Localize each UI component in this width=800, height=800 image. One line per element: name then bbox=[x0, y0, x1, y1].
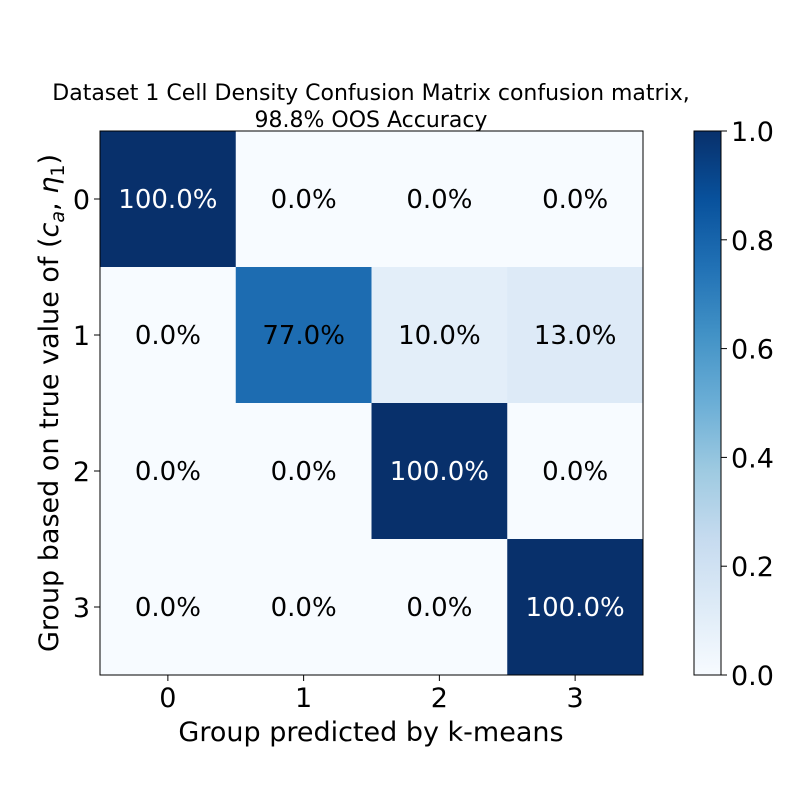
heatmap-cell-labels: 100.0% 0.0% 0.0% 0.0% 0.0% 77.0% 10.0% 13.0% 0.0… bbox=[118, 185, 624, 623]
heatmap-cells bbox=[100, 131, 644, 676]
x-tick-label-0: 0 bbox=[159, 683, 176, 714]
heatmap-cell-r2-c2 bbox=[371, 403, 508, 540]
x-tick-label-1: 1 bbox=[295, 683, 312, 714]
heatmap-cell-r3-c0 bbox=[100, 539, 237, 676]
y-tick-label-1: 1 bbox=[73, 321, 90, 352]
cell-value-label-r0-c0: 100.0% bbox=[118, 185, 217, 215]
heatmap-cell-r2-c3 bbox=[507, 403, 644, 540]
cell-value-label-r0-c3: 0.0% bbox=[542, 185, 608, 215]
y-axis-label-eta-sub: 1 bbox=[47, 165, 69, 177]
cell-value-label-r1-c1: 77.0% bbox=[262, 321, 345, 351]
heatmap-cell-r1-c3 bbox=[507, 267, 644, 404]
heatmap-cell-r0-c3 bbox=[507, 131, 644, 268]
chart-title-line1: Dataset 1 Cell Density Confusion Matrix … bbox=[52, 81, 689, 106]
heatmap-cell-r2-c0 bbox=[100, 403, 237, 540]
cell-value-label-r2-c1: 0.0% bbox=[271, 457, 337, 487]
y-axis-label-c-sub: a bbox=[47, 211, 69, 223]
heatmap-cell-r0-c0 bbox=[100, 131, 237, 268]
cell-value-label-r1-c2: 10.0% bbox=[398, 321, 481, 351]
cell-value-label-r2-c3: 0.0% bbox=[542, 457, 608, 487]
y-tick-label-0: 0 bbox=[73, 185, 90, 216]
chart-title-line2: 98.8% OOS Accuracy bbox=[255, 108, 488, 133]
colorbar-tick-label-0: 0.0 bbox=[731, 661, 774, 692]
cell-value-label-r1-c3: 13.0% bbox=[534, 321, 617, 351]
heatmap-cell-r1-c0 bbox=[100, 267, 237, 404]
heatmap-cell-r0-c1 bbox=[235, 131, 372, 268]
heatmap-cell-r2-c1 bbox=[235, 403, 372, 540]
x-tick-label-2: 2 bbox=[431, 683, 448, 714]
x-tick-label-3: 3 bbox=[567, 683, 584, 714]
cell-value-label-r0-c1: 0.0% bbox=[271, 185, 337, 215]
cell-value-label-r0-c2: 0.0% bbox=[406, 185, 472, 215]
cell-value-label-r3-c2: 0.0% bbox=[406, 593, 472, 623]
cell-value-label-r2-c0: 0.0% bbox=[135, 457, 201, 487]
colorbar-tick-label-2: 0.4 bbox=[731, 443, 774, 474]
heatmap-cell-r3-c1 bbox=[235, 539, 372, 676]
heatmap-cell-r0-c2 bbox=[371, 131, 508, 268]
colorbar-tick-label-5: 1.0 bbox=[731, 117, 774, 148]
y-axis-label-suffix: ) bbox=[34, 154, 65, 165]
x-axis-ticks: 0 1 2 3 bbox=[159, 675, 584, 714]
colorbar bbox=[693, 130, 722, 676]
heatmap-cell-r1-c1 bbox=[235, 267, 372, 404]
heatmap-cell-r3-c2 bbox=[371, 539, 508, 676]
colorbar-tick-label-1: 0.2 bbox=[731, 552, 774, 583]
y-axis-label: Group based on true value of (ca, η1) bbox=[34, 154, 69, 652]
cell-value-label-r3-c0: 0.0% bbox=[135, 593, 201, 623]
y-axis-label-sep: , bbox=[34, 194, 65, 211]
colorbar-tick-label-3: 0.6 bbox=[731, 335, 774, 366]
plot-frame bbox=[99, 130, 644, 676]
y-axis-ticks: 0 1 2 3 bbox=[73, 185, 100, 624]
cell-value-label-r3-c1: 0.0% bbox=[271, 593, 337, 623]
colorbar-ticks: 0.0 0.2 0.4 0.6 0.8 1.0 bbox=[721, 117, 774, 692]
y-tick-label-2: 2 bbox=[73, 457, 90, 488]
cell-value-label-r1-c0: 0.0% bbox=[135, 321, 201, 351]
x-axis-label: Group predicted by k-means bbox=[178, 717, 563, 748]
cell-value-label-r2-c2: 100.0% bbox=[390, 457, 489, 487]
colorbar-tick-label-4: 0.8 bbox=[731, 226, 774, 257]
y-axis-label-eta: η bbox=[34, 177, 65, 194]
heatmap-cell-r3-c3 bbox=[507, 539, 644, 676]
cell-value-label-r3-c3: 100.0% bbox=[526, 593, 625, 623]
y-axis-label-prefix: Group based on true value of ( bbox=[34, 237, 65, 652]
y-tick-label-3: 3 bbox=[73, 593, 90, 624]
heatmap-cell-r1-c2 bbox=[371, 267, 508, 404]
y-axis-label-c: c bbox=[34, 222, 65, 237]
